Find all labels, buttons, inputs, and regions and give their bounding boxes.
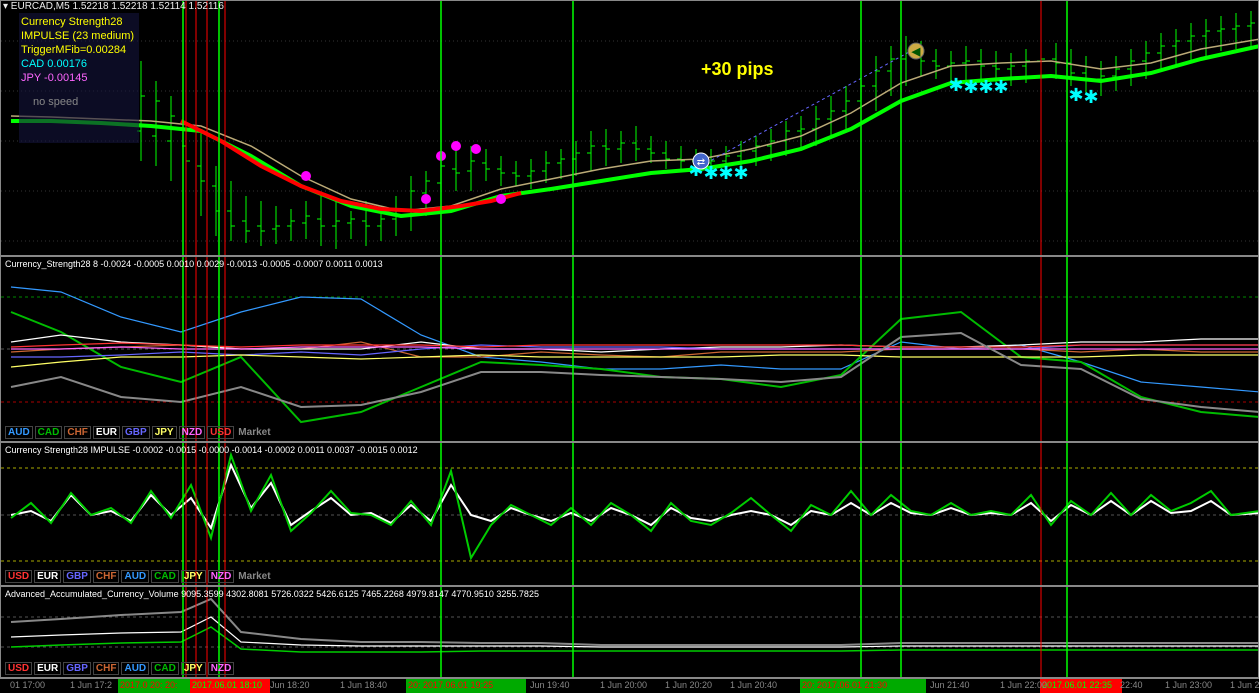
legend-gbp: GBP: [122, 426, 150, 439]
svg-text:✱: ✱: [1083, 87, 1098, 107]
time-tick: 1 Jun 17:2: [70, 680, 112, 690]
time-axis: 2017.0 20: 20:2017.06.01 18:1020: 2017.0…: [0, 678, 1259, 692]
time-tick: Jun 21:40: [930, 680, 970, 690]
svg-text:✱: ✱: [718, 163, 733, 183]
legend-jpy: JPY: [181, 662, 206, 675]
cs-label: Currency_Strength28 8 -0.0024 -0.0005 0.…: [5, 259, 383, 269]
legend-aud: AUD: [121, 662, 149, 675]
impulse-panel[interactable]: Currency Strength28 IMPULSE -0.0002 -0.0…: [0, 442, 1259, 586]
legend-eur: EUR: [34, 570, 61, 583]
time-tick: Jun 18:20: [270, 680, 310, 690]
legend-nzd: NZD: [208, 662, 235, 675]
time-highlight: 20: 2017.06.01 19:25: [406, 679, 526, 693]
svg-text:✱: ✱: [733, 163, 748, 183]
legend-usd: USD: [207, 426, 234, 439]
svg-text:✱: ✱: [1068, 85, 1083, 105]
time-tick: 1 Jun 20:00: [600, 680, 647, 690]
time-tick: 1 Jun 20:40: [730, 680, 777, 690]
legend-cad: CAD: [151, 570, 179, 583]
price-chart-svg: ✱✱✱✱✱✱✱✱✱✱⇄◀: [1, 1, 1259, 256]
svg-text:◀: ◀: [911, 46, 921, 58]
chart-title: ▾ EURCAD,M5 1.52218 1.52218 1.52114 1.52…: [3, 1, 224, 12]
speed-label: no speed: [33, 95, 137, 109]
legend-usd: USD: [5, 570, 32, 583]
legend-aud: AUD: [5, 426, 33, 439]
pips-annotation: +30 pips: [701, 59, 774, 80]
legend-jpy: JPY: [152, 426, 177, 439]
price-chart-panel[interactable]: ▾ EURCAD,M5 1.52218 1.52218 1.52114 1.52…: [0, 0, 1259, 256]
cad-value: CAD 0.00176: [21, 57, 137, 71]
time-tick: 1 Jun 22:00: [1000, 680, 1047, 690]
time-tick: 1 Jun 23:2: [1230, 680, 1259, 690]
indicator-name: Currency Strength28 IMPULSE (23 medium): [21, 15, 137, 43]
legend-gbp: GBP: [63, 662, 91, 675]
impulse-label: Currency Strength28 IMPULSE -0.0002 -0.0…: [5, 445, 418, 455]
svg-text:✱: ✱: [963, 77, 978, 97]
legend-chf: CHF: [93, 662, 120, 675]
legend-aud: AUD: [121, 570, 149, 583]
legend-cad: CAD: [35, 426, 63, 439]
svg-text:✱: ✱: [948, 75, 963, 95]
legend-market: Market: [236, 571, 272, 582]
indicator-info-box: Currency Strength28 IMPULSE (23 medium) …: [19, 13, 139, 143]
currency-legend: AUDCADCHFEURGBPJPYNZDUSDMarket: [5, 427, 275, 438]
legend-chf: CHF: [93, 570, 120, 583]
legend-market: Market: [236, 427, 272, 438]
currency-strength-panel[interactable]: Currency_Strength28 8 -0.0024 -0.0005 0.…: [0, 256, 1259, 442]
time-highlight: 2017.06.01 22:35: [1040, 679, 1122, 693]
volume-panel[interactable]: Advanced_Accumulated_Currency_Volume 909…: [0, 586, 1259, 678]
legend-gbp: GBP: [63, 570, 91, 583]
legend-nzd: NZD: [208, 570, 235, 583]
legend-cad: CAD: [151, 662, 179, 675]
svg-text:✱: ✱: [978, 77, 993, 97]
time-tick: 1 Jun 23:00: [1165, 680, 1212, 690]
legend-chf: CHF: [64, 426, 91, 439]
legend-eur: EUR: [93, 426, 120, 439]
legend-nzd: NZD: [179, 426, 206, 439]
time-highlight: 2017.06.01 18:10: [190, 679, 270, 693]
legend-usd: USD: [5, 662, 32, 675]
svg-text:✱: ✱: [993, 77, 1008, 97]
time-tick: 1 Jun 20:20: [665, 680, 712, 690]
cs-chart-svg: [1, 257, 1259, 442]
legend-jpy: JPY: [181, 570, 206, 583]
trigger-value: TriggerMFib=0.00284: [21, 43, 137, 57]
jpy-value: JPY -0.00145: [21, 71, 137, 85]
time-tick: Jun 19:40: [530, 680, 570, 690]
svg-text:⇄: ⇄: [697, 157, 705, 168]
time-tick: 22:40: [1120, 680, 1143, 690]
legend-eur: EUR: [34, 662, 61, 675]
impulse-chart-svg: [1, 443, 1259, 586]
volume-label: Advanced_Accumulated_Currency_Volume 909…: [5, 589, 539, 599]
impulse-legend: USDEURGBPCHFAUDCADJPYNZDMarket: [5, 571, 275, 582]
volume-legend: USDEURGBPCHFAUDCADJPYNZD: [5, 663, 236, 674]
time-highlight: 20: 2017.06.01 21:30: [800, 679, 926, 693]
time-tick: 1 Jun 18:40: [340, 680, 387, 690]
time-tick: 01 17:00: [10, 680, 45, 690]
